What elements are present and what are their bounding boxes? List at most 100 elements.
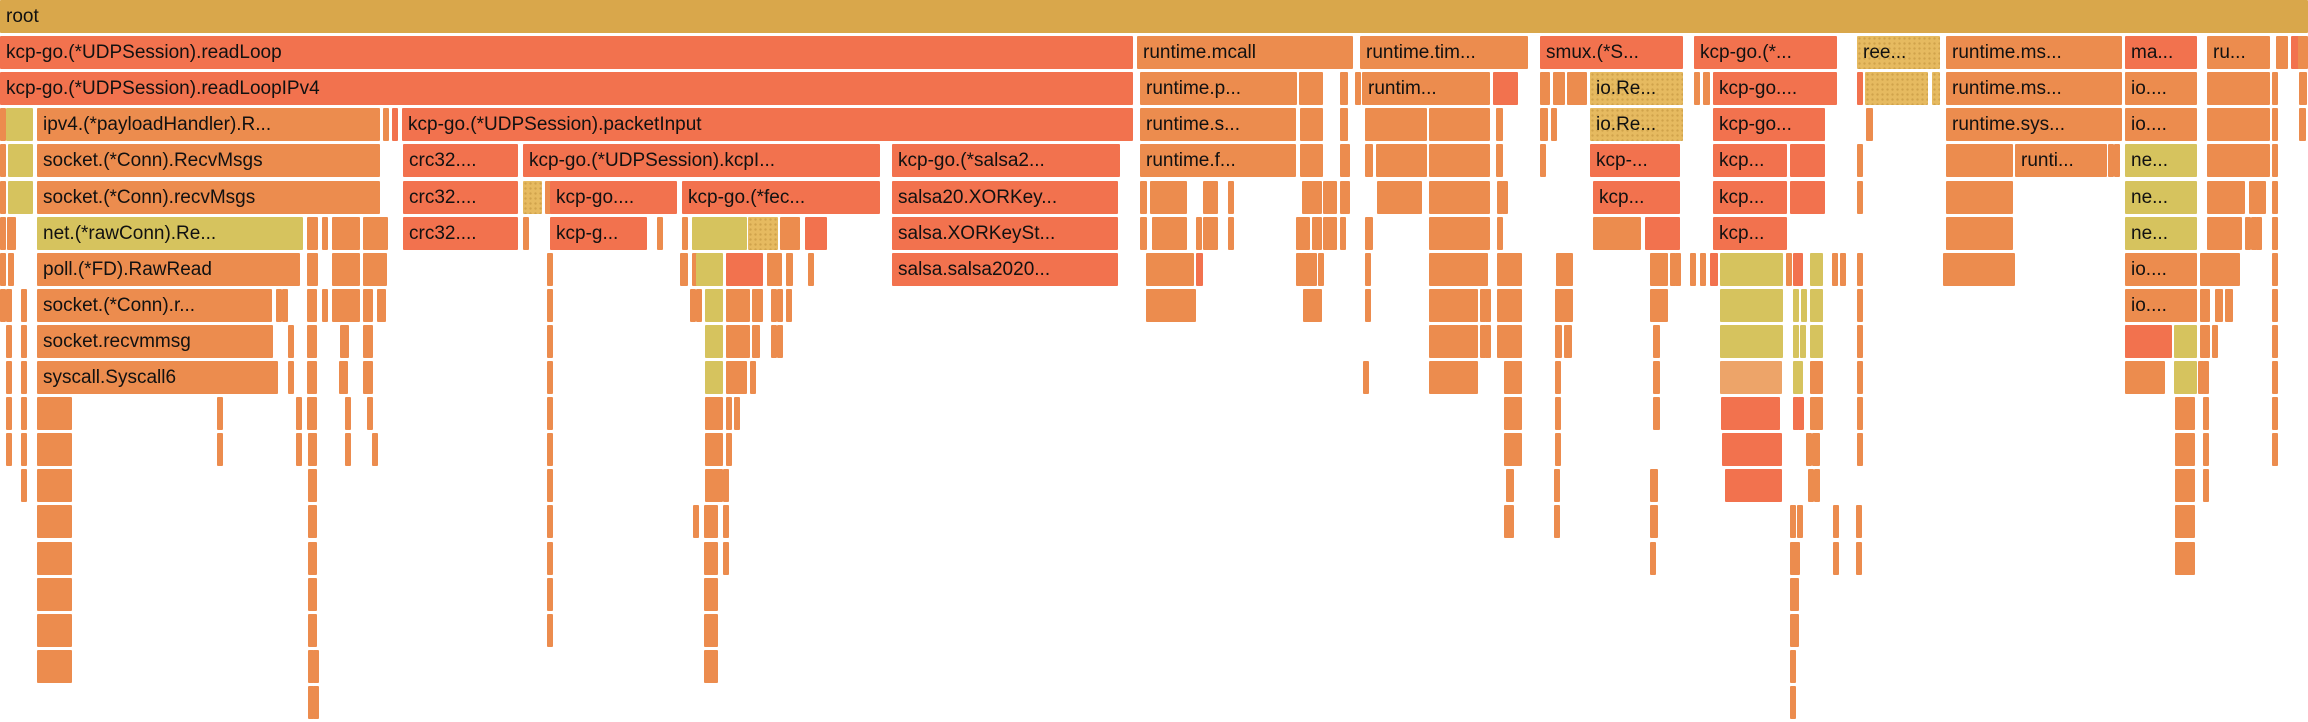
flame-frame[interactable]: io....: [2125, 253, 2197, 286]
flame-frame-sliver[interactable]: [704, 614, 718, 647]
flame-frame-sliver[interactable]: [1786, 253, 1792, 286]
flame-frame-sliver[interactable]: [1140, 217, 1147, 250]
flame-frame-sliver[interactable]: [1650, 469, 1658, 502]
flame-frame-sliver[interactable]: [377, 289, 386, 322]
flame-frame-sliver[interactable]: [1720, 325, 1783, 358]
flame-frame-sliver[interactable]: [704, 650, 718, 683]
flame-frame[interactable]: io....: [2125, 72, 2197, 105]
flame-frame-sliver[interactable]: [1720, 361, 1782, 394]
flame-frame-sliver[interactable]: [777, 325, 783, 358]
flame-frame-sliver[interactable]: [547, 253, 553, 286]
flame-frame-sliver[interactable]: [1429, 144, 1490, 177]
flame-frame-sliver[interactable]: [2175, 505, 2195, 538]
flame-frame-sliver[interactable]: [1857, 72, 1863, 105]
flame-frame-sliver[interactable]: [307, 361, 317, 394]
flame-frame-sliver[interactable]: [2207, 144, 2270, 177]
flame-frame-sliver[interactable]: [1857, 289, 1863, 322]
flame-frame-sliver[interactable]: [21, 361, 27, 394]
flame-frame-sliver[interactable]: [1300, 144, 1323, 177]
flame-frame-sliver[interactable]: [692, 217, 747, 250]
flame-frame-sliver[interactable]: [547, 542, 553, 575]
flame-frame[interactable]: runtime.mcall: [1137, 36, 1353, 69]
flame-frame-sliver[interactable]: [1296, 253, 1302, 286]
flame-frame-sliver[interactable]: [1504, 361, 1522, 394]
flame-frame-sliver[interactable]: [2175, 433, 2195, 466]
flame-frame-sliver[interactable]: [723, 542, 729, 575]
flame-frame[interactable]: ne...: [2125, 217, 2197, 250]
flame-frame-sliver[interactable]: [2203, 397, 2209, 430]
flame-frame-sliver[interactable]: [1840, 253, 1846, 286]
flame-frame-sliver[interactable]: [363, 325, 373, 358]
flame-frame-sliver[interactable]: [2272, 325, 2278, 358]
flame-frame-sliver[interactable]: [1540, 108, 1548, 141]
flame-frame-sliver[interactable]: [37, 578, 72, 611]
flame-frame-sliver[interactable]: [2125, 361, 2165, 394]
flame-frame-sliver[interactable]: [680, 253, 688, 286]
flame-frame-sliver[interactable]: [1790, 578, 1799, 611]
flame-frame-sliver[interactable]: [1790, 686, 1796, 719]
flame-frame[interactable]: crc32....: [403, 181, 518, 214]
flame-frame-sliver[interactable]: [1700, 253, 1706, 286]
flame-frame-sliver[interactable]: [1300, 108, 1323, 141]
flame-frame-sliver[interactable]: [726, 325, 750, 358]
flame-frame-sliver[interactable]: [6, 325, 12, 358]
flame-frame-sliver[interactable]: [1943, 253, 2015, 286]
flame-frame-sliver[interactable]: [296, 397, 302, 430]
flame-frame-sliver[interactable]: [332, 289, 360, 322]
flame-frame-sliver[interactable]: [0, 144, 6, 177]
flame-frame-sliver[interactable]: [523, 181, 542, 214]
flame-frame-sliver[interactable]: [6, 433, 12, 466]
flame-frame[interactable]: socket.(*Conn).r...: [37, 289, 272, 322]
flame-frame-sliver[interactable]: [37, 469, 72, 502]
flame-frame-sliver[interactable]: [523, 217, 529, 250]
flame-frame-sliver[interactable]: [1932, 72, 1940, 105]
flame-frame-sliver[interactable]: [547, 397, 553, 430]
flame-frame-sliver[interactable]: [2207, 217, 2242, 250]
flame-frame-sliver[interactable]: [771, 253, 782, 286]
flame-frame-sliver[interactable]: [726, 433, 732, 466]
flame-frame-sliver[interactable]: [1506, 469, 1514, 502]
flame-frame-sliver[interactable]: [296, 433, 302, 466]
flame-frame-sliver[interactable]: [1833, 505, 1839, 538]
flame-frame-sliver[interactable]: [21, 325, 27, 358]
flame-frame[interactable]: kcp-go.(*UDPSession).readLoop: [0, 36, 1133, 69]
flame-frame-sliver[interactable]: [1856, 505, 1862, 538]
flame-frame-sliver[interactable]: [1480, 289, 1486, 322]
flame-frame-sliver[interactable]: [2203, 433, 2209, 466]
flame-frame-sliver[interactable]: [2174, 361, 2197, 394]
flame-frame-sliver[interactable]: [1810, 289, 1823, 322]
flame-frame-sliver[interactable]: [363, 289, 373, 322]
flame-frame[interactable]: runti...: [2015, 144, 2107, 177]
flame-frame[interactable]: runtime.ms...: [1946, 36, 2122, 69]
flame-frame-sliver[interactable]: [693, 505, 699, 538]
flame-frame[interactable]: runtim...: [1362, 72, 1490, 105]
flame-frame-sliver[interactable]: [2291, 36, 2297, 69]
flame-frame-sliver[interactable]: [1810, 361, 1823, 394]
flame-frame[interactable]: runtime.f...: [1140, 144, 1296, 177]
flame-frame-sliver[interactable]: [1793, 397, 1799, 430]
flame-frame-sliver[interactable]: [1363, 361, 1369, 394]
flame-frame-sliver[interactable]: [1429, 108, 1490, 141]
flame-frame-sliver[interactable]: [2200, 325, 2210, 358]
flame-frame-sliver[interactable]: [1365, 144, 1373, 177]
flame-frame-sliver[interactable]: [1152, 217, 1187, 250]
flame-frame-sliver[interactable]: [1790, 614, 1799, 647]
flame-frame-sliver[interactable]: [1720, 289, 1783, 322]
flame-frame-sliver[interactable]: [705, 397, 723, 430]
flame-frame-sliver[interactable]: [1653, 325, 1660, 358]
flame-frame-sliver[interactable]: [0, 108, 6, 141]
flame-frame-sliver[interactable]: [339, 361, 348, 394]
flame-frame-sliver[interactable]: [752, 325, 760, 358]
flame-frame-sliver[interactable]: [2207, 108, 2270, 141]
flame-frame-sliver[interactable]: [21, 289, 27, 322]
flame-frame-sliver[interactable]: [1653, 397, 1660, 430]
flame-frame-sliver[interactable]: [1504, 397, 1522, 430]
flame-frame-sliver[interactable]: [705, 325, 723, 358]
flame-frame-sliver[interactable]: [1376, 144, 1427, 177]
flame-frame-sliver[interactable]: [8, 253, 14, 286]
flame-frame-sliver[interactable]: [767, 253, 773, 286]
flame-frame-sliver[interactable]: [1228, 217, 1234, 250]
flame-frame[interactable]: crc32....: [403, 217, 518, 250]
flame-frame[interactable]: ne...: [2125, 144, 2197, 177]
flame-frame[interactable]: kcp-go.(*salsa2...: [892, 144, 1120, 177]
